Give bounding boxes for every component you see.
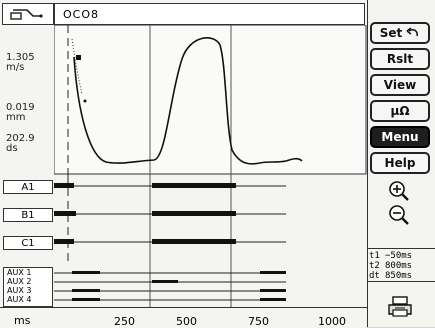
channel-label-a1[interactable]: A1 bbox=[3, 180, 53, 194]
b1-bar-close bbox=[152, 211, 236, 216]
cursor-readout: t1 −50ms t2 800ms dt 850ms bbox=[367, 248, 435, 282]
menu-button[interactable]: Menu bbox=[370, 126, 430, 148]
time-label: 202.9 ds bbox=[6, 133, 35, 154]
aux2-label: AUX 2 bbox=[7, 277, 32, 286]
dt-value: 850ms bbox=[385, 271, 413, 281]
tape-measure-icon bbox=[10, 9, 43, 20]
aux-label-box[interactable]: AUX 1 AUX 2 AUX 3 AUX 4 bbox=[3, 267, 53, 307]
t1-value: −50ms bbox=[385, 251, 413, 261]
aux4-bar-b bbox=[260, 298, 286, 301]
b1-bar-start bbox=[54, 211, 76, 216]
undo-arrow-icon bbox=[406, 27, 419, 37]
set-label: Set bbox=[379, 26, 403, 40]
aux1-bar-b bbox=[260, 271, 286, 274]
trace-graph[interactable] bbox=[54, 25, 367, 175]
x-tick-500: 500 bbox=[176, 315, 197, 328]
zoom-out-icon[interactable] bbox=[388, 204, 410, 226]
timing-bars bbox=[54, 175, 286, 267]
printer-icon[interactable] bbox=[387, 296, 413, 318]
file-name: OCO8 bbox=[63, 8, 99, 21]
dt-label: dt bbox=[369, 271, 380, 281]
x-axis: ms 250 500 750 1000 bbox=[0, 307, 367, 328]
a1-bar-start bbox=[54, 183, 74, 188]
aux3-label: AUX 3 bbox=[7, 286, 32, 295]
c1-bar-close bbox=[152, 239, 236, 244]
aux4-label: AUX 4 bbox=[7, 295, 32, 304]
travel-label: 0.019 mm bbox=[6, 102, 35, 123]
trace-marker bbox=[76, 55, 81, 60]
aux4-bar-a bbox=[72, 298, 100, 301]
velocity-label: 1.305 m/s bbox=[6, 52, 35, 73]
aux-timing-bars bbox=[54, 267, 286, 307]
aux1-label: AUX 1 bbox=[7, 268, 32, 277]
x-axis-unit: ms bbox=[14, 314, 31, 327]
aux2-bar-a bbox=[152, 280, 178, 283]
channel-label-b1[interactable]: B1 bbox=[3, 208, 53, 222]
micro-ohm-button[interactable]: µΩ bbox=[370, 100, 430, 122]
aux1-bar-a bbox=[72, 271, 100, 274]
trace-marker-small bbox=[83, 99, 87, 103]
x-tick-750: 750 bbox=[248, 315, 269, 328]
motion-trace bbox=[73, 37, 303, 165]
aux3-bar-a bbox=[72, 289, 100, 292]
file-name-box: OCO8 bbox=[54, 3, 365, 25]
t1-label: t1 bbox=[369, 251, 380, 261]
channel-label-c1[interactable]: C1 bbox=[3, 236, 53, 250]
view-button[interactable]: View bbox=[370, 74, 430, 96]
t2-label: t2 bbox=[369, 261, 380, 271]
help-button[interactable]: Help bbox=[370, 152, 430, 174]
a1-bar-close bbox=[152, 183, 236, 188]
t2-value: 800ms bbox=[385, 261, 413, 271]
zoom-in-icon[interactable] bbox=[388, 180, 410, 202]
aux3-bar-b bbox=[260, 289, 286, 292]
x-tick-250: 250 bbox=[114, 315, 135, 328]
set-button[interactable]: Set bbox=[370, 22, 430, 44]
rslt-button[interactable]: Rslt bbox=[370, 48, 430, 70]
c1-bar-start bbox=[54, 239, 74, 244]
header-icon-box[interactable] bbox=[2, 3, 54, 25]
x-tick-1000: 1000 bbox=[318, 315, 346, 328]
